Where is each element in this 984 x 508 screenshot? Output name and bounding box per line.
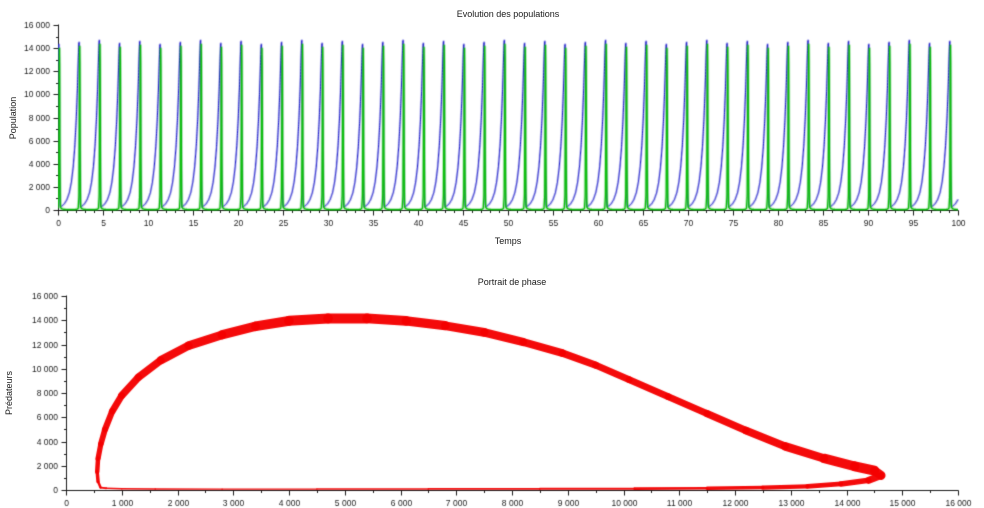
evolution-chart-title: Evolution des populations (456, 9, 560, 19)
evolution-canvas (0, 0, 984, 258)
phase-chart-title: Portrait de phase (477, 277, 547, 287)
phase-y-axis-label: Prédateurs (4, 370, 14, 416)
evolution-x-axis-label: Temps (494, 236, 522, 246)
phase-canvas (0, 258, 984, 508)
evolution-y-axis-label: Population (8, 96, 18, 140)
